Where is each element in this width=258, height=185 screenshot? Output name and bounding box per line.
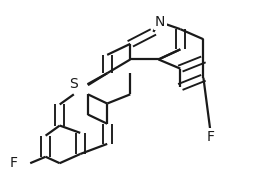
Text: N: N xyxy=(155,15,165,29)
Text: S: S xyxy=(69,77,78,91)
Text: F: F xyxy=(10,156,18,170)
Text: F: F xyxy=(207,130,215,144)
